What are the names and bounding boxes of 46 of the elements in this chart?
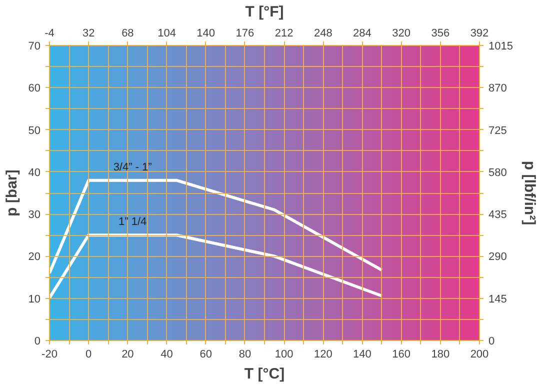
x-tick-label: 60 [200,348,212,360]
x2-tick-label: 140 [196,28,216,40]
y-tick-label: 30 [28,209,41,222]
x-tick-label: 160 [392,348,410,360]
y-tick-label: 0 [34,336,41,348]
y2-tick-label: 0 [488,336,495,348]
y-tick-label: 60 [28,82,41,95]
y2-tick-label: 290 [488,251,507,264]
y2-tick-label: 580 [488,166,507,179]
y-axis-title: p [bar] [3,170,20,216]
y2-tick-label: 725 [488,124,507,137]
x2-tick-label: 32 [82,28,95,40]
x-tick-label: 40 [160,348,173,360]
x-axis-title: T [°C] [244,366,285,382]
y2-tick-label: 1015 [488,40,513,52]
y2-tick-label: 435 [488,209,507,222]
x2-axis-title: T [°F] [245,4,284,20]
x2-tick-label: 212 [274,28,294,40]
x-tick-label: 100 [274,348,294,360]
x-tick-label: 20 [122,348,134,360]
x2-tick-label: 320 [392,28,410,40]
y-tick-label: 20 [28,251,41,264]
x2-tick-label: 104 [158,28,176,40]
y2-tick-label: 870 [488,82,507,95]
y2-tick-label: 145 [488,293,507,306]
x2-tick-label: 284 [353,28,372,40]
x2-tick-label: -4 [44,28,54,40]
y-tick-label: 50 [28,124,41,137]
y-tick-label: 10 [28,293,41,306]
x2-tick-label: 68 [122,28,134,40]
x-tick-label: 180 [431,348,450,360]
y-tick-label: 40 [28,166,41,179]
x-tick-label: 80 [238,348,252,360]
x2-tick-label: 176 [236,28,254,40]
y2-axis-title: p [lbf/in²] [520,160,538,226]
x2-tick-label: 248 [314,28,332,40]
x-tick-label: 200 [470,348,489,360]
x-tick-label: 140 [353,348,372,360]
y-tick-label: 70 [28,40,41,52]
x-tick-label: 0 [86,348,92,360]
x-tick-label: -20 [42,348,58,360]
line-series [50,178,384,275]
x2-tick-label: 356 [431,28,450,40]
line-series [50,234,384,300]
x2-tick-label: 392 [470,28,489,40]
x-tick-label: 120 [314,348,332,360]
